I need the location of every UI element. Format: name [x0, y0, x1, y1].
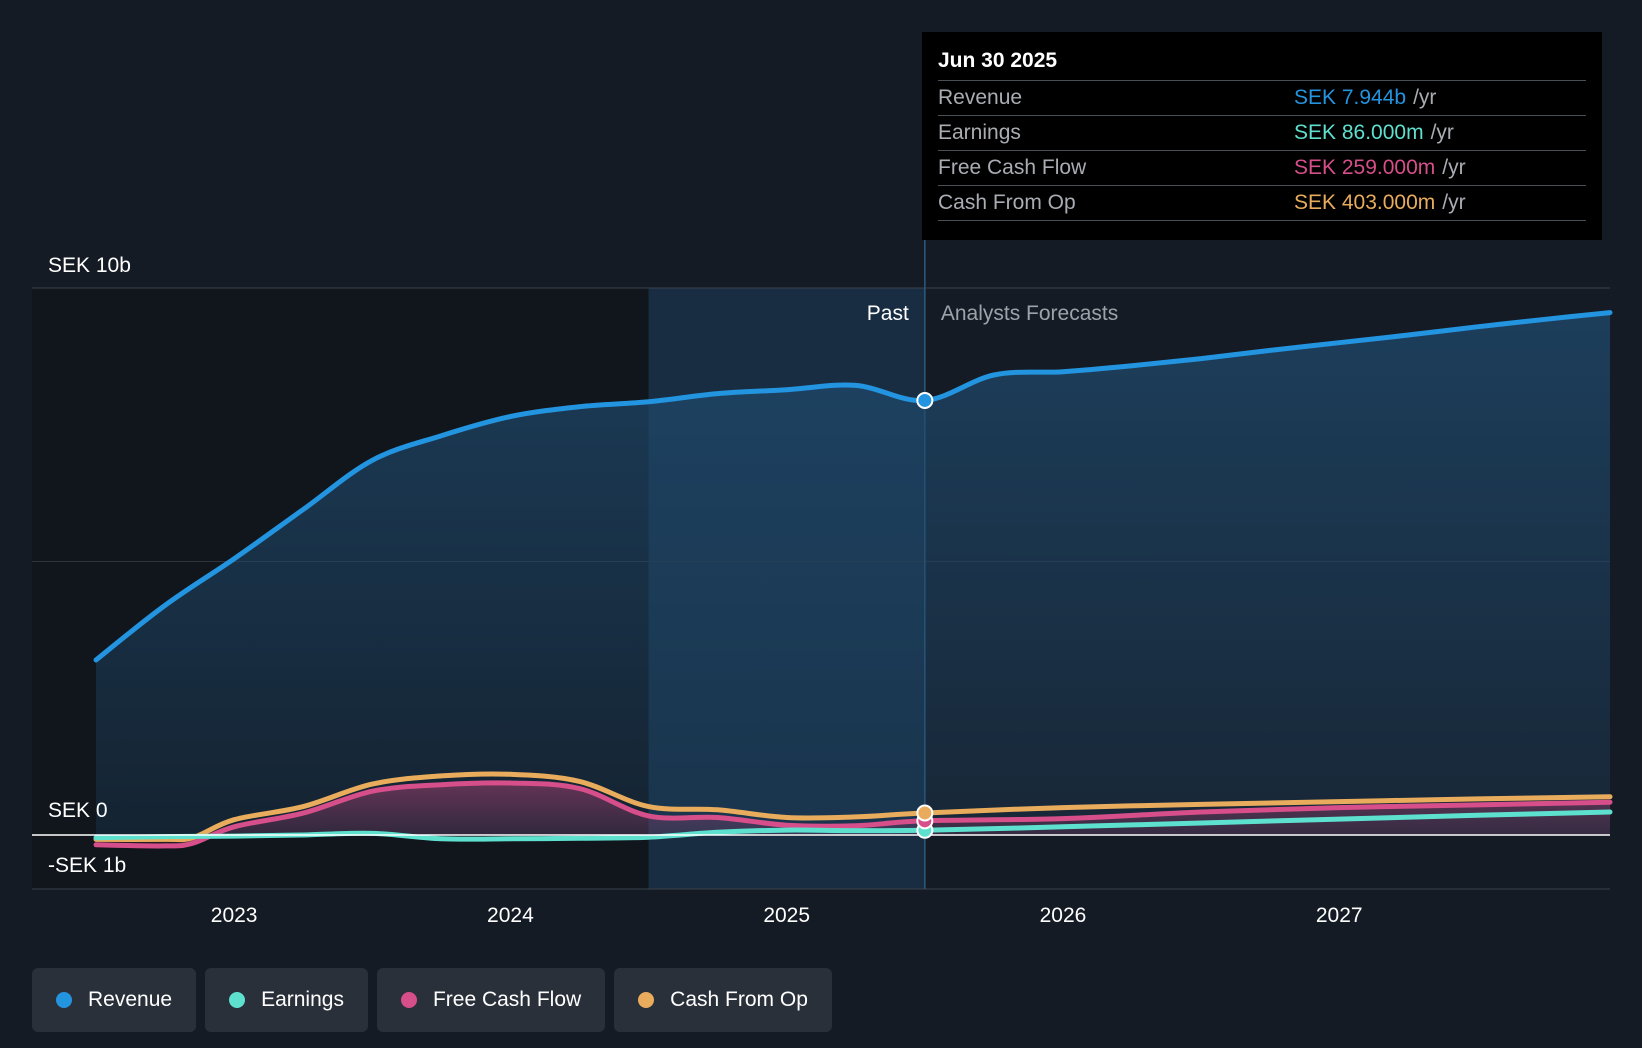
revenue-area [96, 312, 1610, 836]
tooltip-label: Earnings [938, 121, 1021, 144]
tooltip-unit: /yr [1413, 86, 1437, 109]
tooltip-unit: /yr [1442, 191, 1466, 214]
chart-legend: Revenue Earnings Free Cash Flow Cash Fro… [32, 968, 832, 1032]
financial-chart: SEK 10b SEK 0 -SEK 1b 2023 2024 2025 2026 2027 P… [32, 240, 1613, 927]
tooltip-row-revenue: Revenue SEK 7.944b /yr [938, 80, 1586, 115]
legend-dot-icon [56, 992, 72, 1008]
tooltip-value: SEK 86.000m [1294, 121, 1424, 144]
y-axis-label: SEK 0 [48, 799, 108, 822]
tooltip-value: SEK 403.000m [1294, 191, 1436, 214]
revenue-marker [916, 391, 934, 409]
tooltip-row-cash-from-op: Cash From Op SEK 403.000m /yr [938, 185, 1586, 221]
x-axis-tick-label: 2026 [1040, 904, 1087, 927]
legend-label: Revenue [88, 988, 173, 1011]
tooltip-row-free-cash-flow: Free Cash Flow SEK 259.000m /yr [938, 150, 1586, 185]
x-axis-tick-label: 2024 [487, 904, 534, 927]
legend-dot-icon [229, 992, 246, 1008]
tooltip-label: Cash From Op [938, 191, 1076, 214]
y-axis-label: SEK 10b [48, 254, 131, 277]
legend-item-free-cash-flow[interactable]: Free Cash Flow [376, 968, 606, 1032]
x-axis-tick-label: 2027 [1316, 904, 1363, 927]
forecast-label: Analysts Forecasts [941, 302, 1118, 325]
tooltip-unit: /yr [1430, 121, 1454, 144]
revenue-line [93, 310, 1613, 663]
tooltip-unit: /yr [1442, 156, 1466, 179]
x-axis-tick-label: 2023 [211, 904, 258, 927]
free-cash-flow-line [93, 780, 1613, 849]
data-tooltip: Jun 30 2025 Revenue SEK 7.944b /yr Earni… [922, 32, 1602, 240]
cash-from-op-marker [916, 804, 934, 822]
tooltip-value: SEK 7.944b [1294, 86, 1407, 109]
tooltip-date: Jun 30 2025 [938, 49, 1058, 72]
legend-item-cash-from-op[interactable]: Cash From Op [614, 968, 832, 1032]
y-axis-label: -SEK 1b [48, 854, 126, 877]
legend-dot-icon [638, 992, 655, 1008]
free-cash-flow-area [96, 782, 1610, 846]
legend-item-revenue[interactable]: Revenue [32, 968, 197, 1032]
tooltip-label: Free Cash Flow [938, 156, 1087, 179]
tooltip-label: Revenue [938, 86, 1023, 109]
legend-label: Cash From Op [670, 988, 808, 1011]
legend-label: Earnings [261, 988, 344, 1011]
cash-from-op-line [93, 771, 1613, 843]
legend-dot-icon [400, 992, 417, 1008]
past-label: Past [867, 302, 909, 325]
legend-label: Free Cash Flow [432, 988, 582, 1011]
tooltip-row-earnings: Earnings SEK 86.000m /yr [938, 115, 1586, 150]
x-axis-tick-label: 2025 [763, 904, 810, 927]
tooltip-value: SEK 259.000m [1294, 156, 1436, 179]
legend-item-earnings[interactable]: Earnings [205, 968, 368, 1032]
